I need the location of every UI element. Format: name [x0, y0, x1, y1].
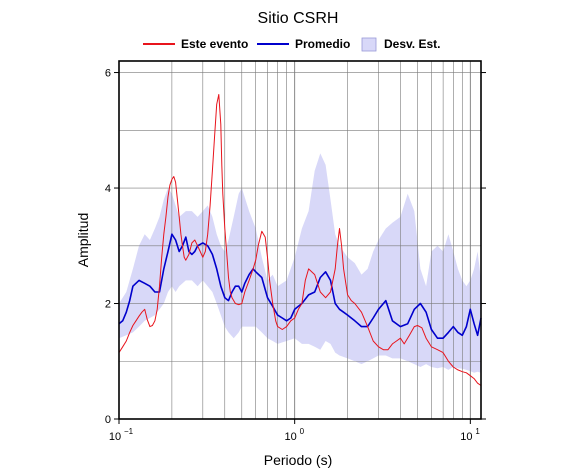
grid-layer — [118, 61, 481, 419]
x-tick-exponent: 1 — [475, 427, 480, 436]
legend-label-este-evento: Este evento — [181, 37, 248, 51]
x-tick-label: 10 — [109, 431, 121, 443]
legend-label-promedio: Promedio — [295, 37, 350, 51]
series-line-este-evento — [118, 94, 482, 386]
plot-frame — [118, 60, 482, 420]
y-tick-label: 0 — [105, 414, 111, 426]
legend-label-desv-est: Desv. Est. — [384, 37, 440, 51]
std-dev-band-layer — [119, 153, 481, 373]
series-layer — [118, 94, 482, 386]
chart-title: Sitio CSRH — [258, 10, 339, 27]
legend: Este evento Promedio Desv. Est. — [143, 37, 440, 52]
x-tick-exponent: 0 — [300, 427, 305, 436]
y-axis-title: Amplitud — [75, 213, 91, 267]
x-tick-label: 10 — [460, 431, 472, 443]
y-tick-label: 4 — [105, 183, 111, 195]
x-tick-label: 10 — [285, 431, 297, 443]
y-tick-label: 6 — [105, 68, 111, 80]
y-tick-label: 2 — [105, 299, 111, 311]
series-line-promedio — [118, 233, 482, 340]
std-dev-band — [119, 153, 481, 373]
x-tick-exponent: −1 — [124, 427, 134, 436]
legend-swatch-desv-est — [361, 37, 377, 52]
x-axis-title: Periodo (s) — [264, 452, 332, 468]
